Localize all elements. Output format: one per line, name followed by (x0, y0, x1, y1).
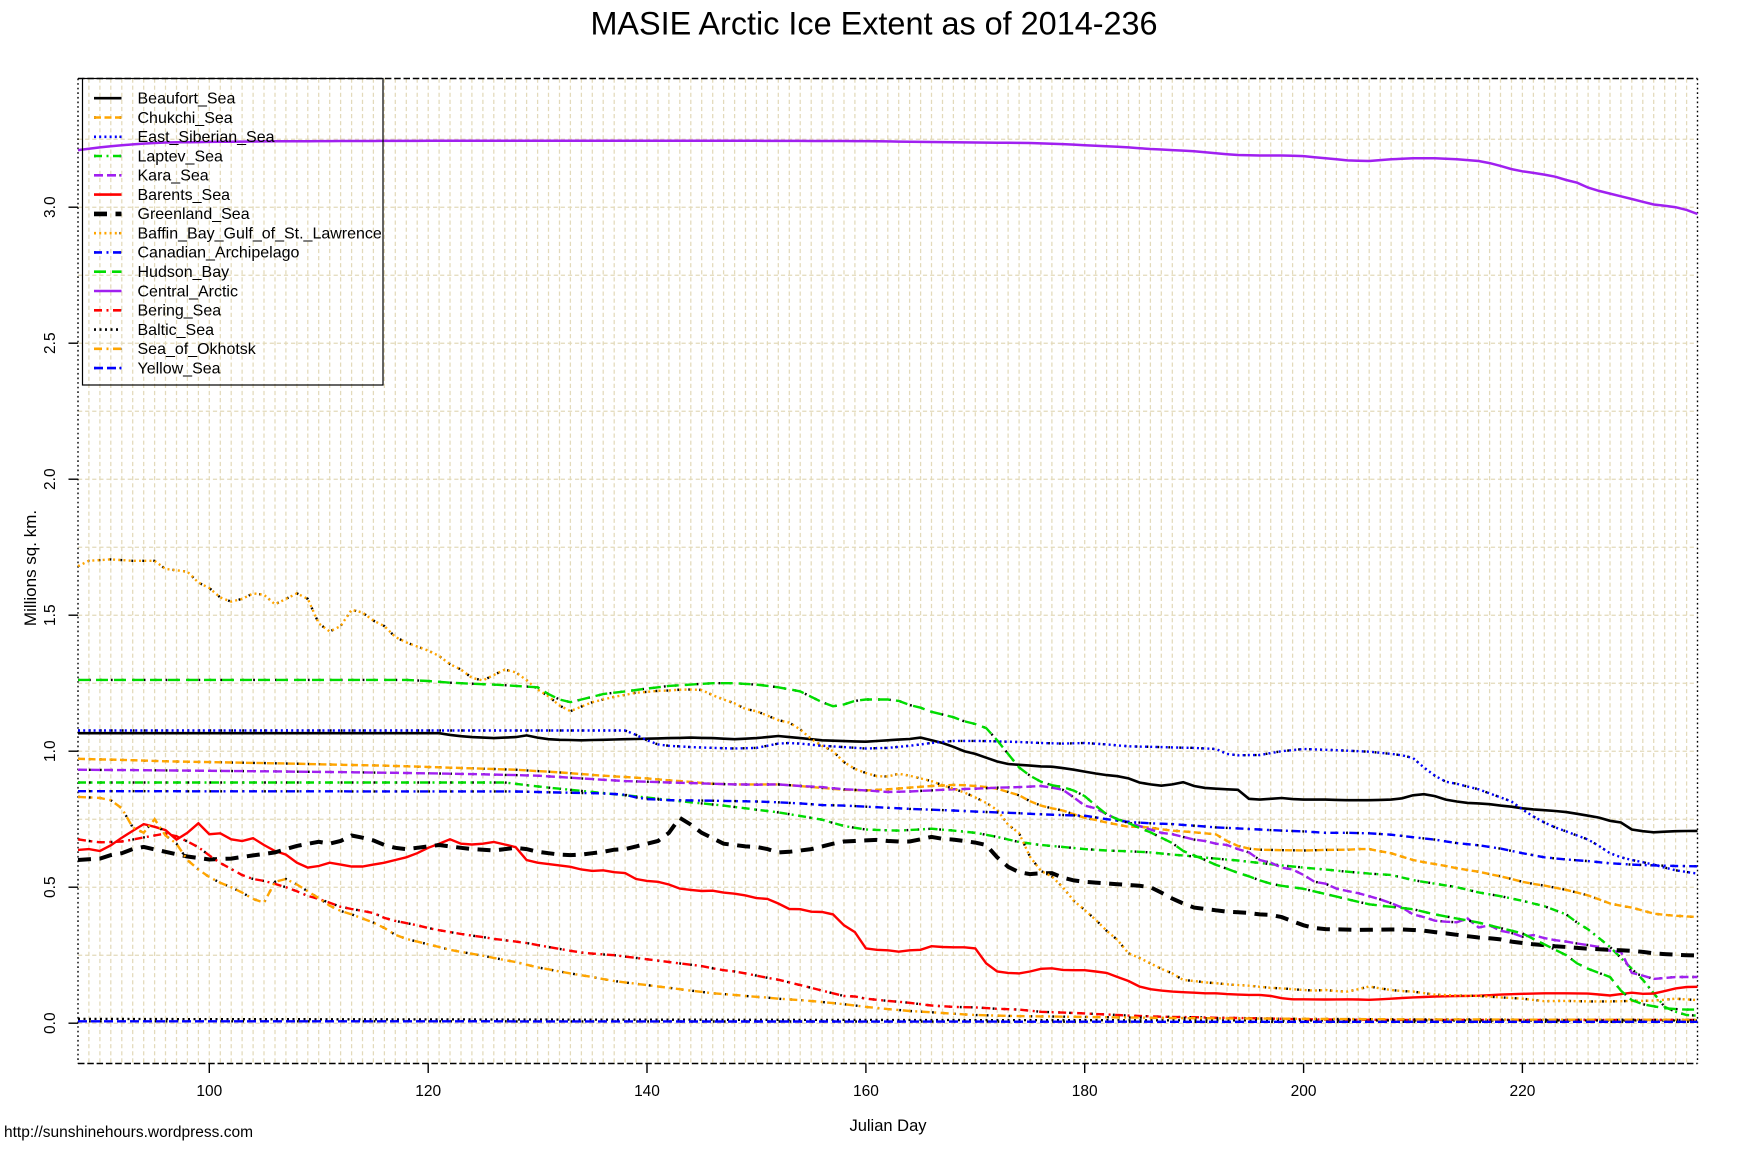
svg-text:140: 140 (634, 1083, 660, 1100)
svg-text:Sea_of_Okhotsk: Sea_of_Okhotsk (138, 341, 257, 358)
svg-text:Bering_Sea: Bering_Sea (138, 303, 222, 320)
svg-text:Greenland_Sea: Greenland_Sea (138, 206, 250, 223)
svg-text:Kara_Sea: Kara_Sea (138, 168, 209, 185)
svg-text:Yellow_Sea: Yellow_Sea (138, 360, 221, 377)
svg-text:Canadian_Archipelago: Canadian_Archipelago (138, 245, 300, 262)
svg-text:Hudson_Bay: Hudson_Bay (138, 264, 230, 281)
svg-text:Julian Day: Julian Day (849, 1117, 927, 1135)
svg-text:Central_Arctic: Central_Arctic (138, 283, 238, 300)
svg-text:Chukchi_Sea: Chukchi_Sea (138, 110, 233, 127)
svg-text:MASIE Arctic Ice Extent as of: MASIE Arctic Ice Extent as of 2014-236 (590, 6, 1157, 42)
svg-text:200: 200 (1291, 1083, 1317, 1100)
svg-text:Barents_Sea: Barents_Sea (138, 187, 231, 204)
svg-text:160: 160 (853, 1083, 879, 1100)
svg-text:120: 120 (415, 1083, 441, 1100)
svg-text:220: 220 (1509, 1083, 1535, 1100)
svg-text:http://sunshinehours.wordpress: http://sunshinehours.wordpress.com (4, 1124, 253, 1141)
svg-text:2.5: 2.5 (42, 332, 59, 354)
svg-text:1.0: 1.0 (42, 740, 59, 762)
svg-text:East_Siberian_Sea: East_Siberian_Sea (138, 129, 275, 146)
svg-text:2.0: 2.0 (42, 468, 59, 490)
svg-text:180: 180 (1072, 1083, 1098, 1100)
svg-text:Beaufort_Sea: Beaufort_Sea (138, 91, 236, 108)
svg-text:Baffin_Bay_Gulf_of_St._Lawrenc: Baffin_Bay_Gulf_of_St._Lawrence (138, 226, 382, 243)
svg-text:Baltic_Sea: Baltic_Sea (138, 322, 215, 339)
svg-text:3.0: 3.0 (42, 196, 59, 218)
svg-text:100: 100 (196, 1083, 222, 1100)
svg-text:0.5: 0.5 (42, 876, 59, 898)
svg-text:Laptev_Sea: Laptev_Sea (138, 148, 224, 165)
svg-text:1.5: 1.5 (42, 604, 59, 626)
svg-text:0.0: 0.0 (42, 1012, 59, 1034)
svg-text:Millions sq. km.: Millions sq. km. (21, 510, 40, 626)
